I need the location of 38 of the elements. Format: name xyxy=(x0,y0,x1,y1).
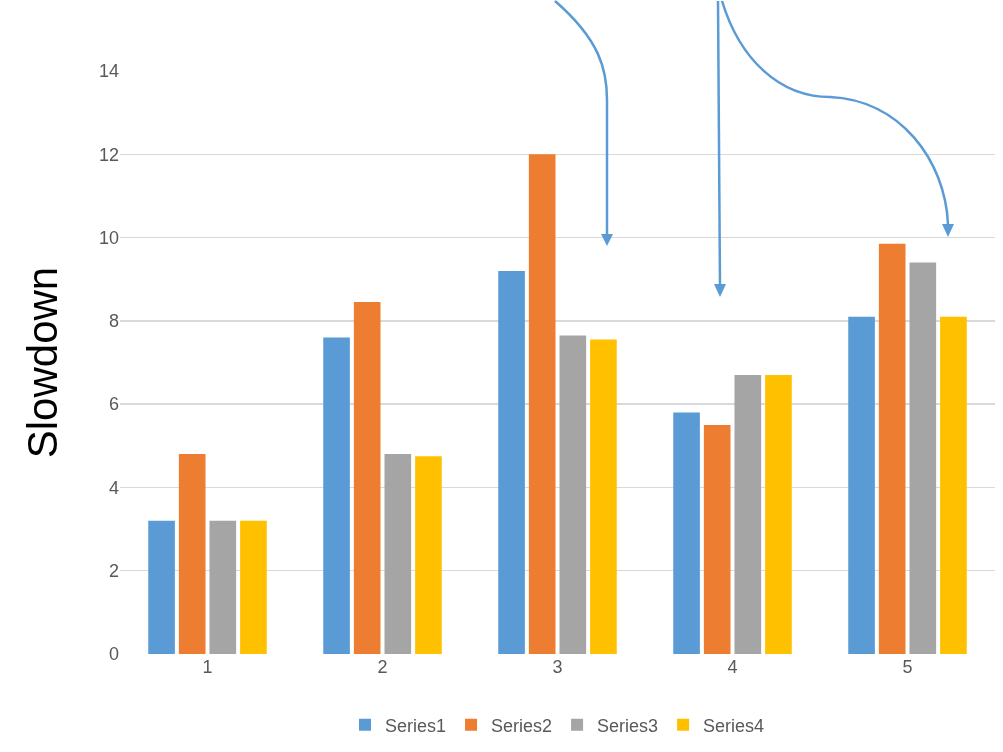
bar xyxy=(415,456,442,654)
bar xyxy=(384,454,412,654)
bar xyxy=(909,262,937,654)
bar xyxy=(148,520,175,654)
legend-label: Series3 xyxy=(597,715,659,736)
bar xyxy=(498,270,525,654)
bar xyxy=(703,424,731,654)
y-tick-label: 10 xyxy=(98,227,119,248)
bar xyxy=(528,154,556,654)
x-tick-label: 5 xyxy=(902,657,913,677)
y-axis-title: Slowdown xyxy=(18,266,66,459)
bar xyxy=(209,520,237,654)
bar xyxy=(590,339,617,654)
bar xyxy=(240,520,267,654)
bar xyxy=(940,316,967,654)
legend-label: Series4 xyxy=(703,715,765,736)
x-tick-label: 3 xyxy=(552,657,563,677)
y-tick-label: 8 xyxy=(108,311,119,332)
x-tick-label: 1 xyxy=(202,657,213,677)
bar xyxy=(848,316,875,654)
y-tick-label: 2 xyxy=(108,561,119,582)
y-tick-label: 4 xyxy=(108,477,119,498)
bar xyxy=(353,302,381,654)
legend-label: Series1 xyxy=(385,715,447,736)
bar xyxy=(673,412,700,654)
bar xyxy=(323,337,350,654)
bar xyxy=(734,374,762,654)
y-tick-label: 14 xyxy=(98,61,119,82)
legend-label: Series2 xyxy=(491,715,553,736)
x-tick-label: 2 xyxy=(377,657,388,677)
bar xyxy=(878,243,906,654)
y-tick-label: 12 xyxy=(98,144,119,165)
x-tick-label: 4 xyxy=(727,657,738,677)
bar xyxy=(178,454,206,654)
bar xyxy=(765,374,792,654)
y-tick-label: 0 xyxy=(108,644,119,665)
y-tick-label: 6 xyxy=(108,394,119,415)
bar xyxy=(559,335,587,654)
